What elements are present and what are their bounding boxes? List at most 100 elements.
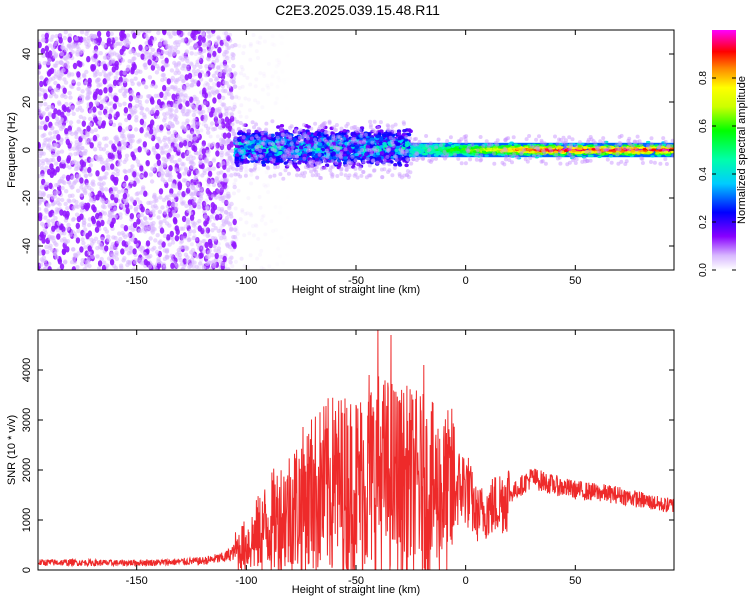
spectrogram-cell bbox=[205, 87, 210, 92]
spectrogram-cell bbox=[99, 256, 104, 262]
spectrogram-cell bbox=[186, 142, 191, 147]
spectrogram-cell bbox=[122, 101, 127, 106]
spectrogram-cell bbox=[203, 73, 209, 78]
spectrogram-cell bbox=[97, 260, 103, 267]
spectrogram-cell bbox=[159, 167, 164, 172]
spectrogram-cell bbox=[114, 176, 119, 184]
spectrogram-cell bbox=[106, 234, 111, 239]
spectrogram-cell bbox=[148, 236, 153, 241]
spectrogram-cell bbox=[96, 220, 101, 227]
spectrogram-cell bbox=[162, 104, 167, 109]
spectrogram-cell bbox=[223, 263, 228, 268]
spectrogram-cell bbox=[224, 210, 229, 215]
spectrogram-cell bbox=[219, 207, 225, 212]
spectrogram-cell bbox=[191, 264, 196, 269]
spectrogram-cell bbox=[130, 81, 135, 87]
spectrogram-cell bbox=[192, 82, 197, 87]
spectrogram-cell bbox=[147, 94, 152, 99]
spectrogram-cell bbox=[204, 206, 209, 211]
spectrogram-cell bbox=[93, 127, 99, 133]
spectrogram-cell bbox=[201, 265, 206, 270]
spectrogram-cell bbox=[79, 213, 84, 220]
spectrogram-cell bbox=[68, 120, 74, 125]
spectrogram-cell bbox=[214, 146, 219, 151]
spectrogram-cell bbox=[45, 249, 50, 255]
spectrogram-cell bbox=[152, 227, 157, 232]
spectrogram-cell bbox=[173, 202, 179, 207]
spectrogram-cell bbox=[87, 166, 92, 174]
spectrogram-cell bbox=[92, 134, 98, 142]
spectrogram-cell bbox=[46, 104, 51, 110]
spectrogram-cell bbox=[278, 211, 282, 215]
spectrogram-cell bbox=[195, 255, 200, 259]
spectrogram-cell bbox=[111, 217, 116, 224]
spectrogram-cell bbox=[94, 100, 100, 105]
spectrogram-cell bbox=[95, 79, 100, 85]
spectrogram-cell bbox=[157, 259, 162, 265]
spectrogram-cell bbox=[143, 171, 148, 178]
spectrogram-cell bbox=[94, 226, 100, 233]
spectrogram-cell bbox=[41, 151, 46, 156]
spectrogram-cell bbox=[221, 104, 226, 109]
spectrogram-cell bbox=[259, 265, 264, 270]
spectrogram-cell bbox=[258, 205, 263, 210]
spectrogram-cell bbox=[144, 41, 149, 46]
spectrogram-cell bbox=[161, 59, 166, 65]
spectrogram-cell bbox=[66, 157, 71, 164]
spectrogram-cell bbox=[89, 142, 94, 149]
spectrogram-cell bbox=[216, 249, 222, 254]
spectrogram-cell bbox=[199, 189, 204, 193]
spectrogram-cell bbox=[213, 248, 218, 253]
spectrogram-cell bbox=[316, 133, 322, 137]
spectrogram-cell bbox=[127, 261, 132, 266]
spectrogram-cell bbox=[59, 117, 65, 122]
spectrogram-cell bbox=[154, 249, 160, 255]
spectrogram-cell bbox=[67, 44, 72, 49]
spectrogram-cell bbox=[59, 209, 64, 216]
spectrogram-cell bbox=[197, 72, 203, 79]
spectrogram-cell bbox=[63, 238, 68, 244]
spectrogram-cell bbox=[59, 263, 65, 270]
spectrogram-cell bbox=[209, 121, 215, 126]
spectrogram-cell bbox=[71, 266, 77, 270]
spectrogram-cell bbox=[206, 130, 211, 135]
spectrogram-cell bbox=[110, 163, 115, 170]
spectrogram-cell bbox=[65, 210, 70, 218]
spectrogram-cell bbox=[223, 187, 228, 192]
spectrogram-cell bbox=[82, 166, 88, 171]
spectrogram-cell bbox=[86, 86, 92, 91]
spectrogram-cell bbox=[96, 30, 102, 38]
spectrogram-cell bbox=[249, 181, 254, 186]
spectrogram-cell bbox=[77, 127, 82, 132]
spectrogram-cell bbox=[396, 132, 402, 136]
spectrogram-cell bbox=[204, 101, 208, 105]
spectrogram-cell bbox=[258, 35, 263, 40]
spectrogram-cell bbox=[251, 33, 256, 37]
spectrogram-cell bbox=[42, 266, 48, 270]
spectrogram-cell bbox=[107, 203, 112, 208]
spectrogram-cell bbox=[76, 164, 82, 170]
spectrogram-cell bbox=[227, 111, 232, 116]
spectrogram-cell bbox=[68, 95, 73, 100]
spectrogram-cell bbox=[192, 145, 198, 153]
spectrogram-cell bbox=[230, 165, 235, 170]
spectrogram-cell bbox=[38, 251, 43, 256]
spectrogram-cell bbox=[148, 134, 153, 139]
spectrogram-cell bbox=[207, 233, 212, 238]
spectrogram-cell bbox=[39, 75, 44, 80]
spectrogram-cell bbox=[48, 77, 53, 82]
spectrogram-cell bbox=[46, 203, 51, 208]
spectrogram-cell bbox=[273, 101, 278, 106]
spectrogram-cell bbox=[75, 237, 81, 244]
spectrogram-cell bbox=[38, 235, 41, 241]
spectrogram-cell bbox=[181, 121, 186, 126]
spectrogram-cell bbox=[86, 259, 91, 264]
spectrogram-cell bbox=[238, 114, 243, 119]
spectrogram-cell bbox=[216, 246, 222, 251]
spectrogram-cell bbox=[156, 30, 161, 36]
spectrogram-cell bbox=[108, 140, 114, 145]
spectrogram-cell bbox=[66, 73, 72, 78]
spectrogram-cell bbox=[133, 76, 138, 81]
spectrogram-cell bbox=[191, 123, 196, 128]
spectrogram-cell bbox=[169, 230, 174, 238]
